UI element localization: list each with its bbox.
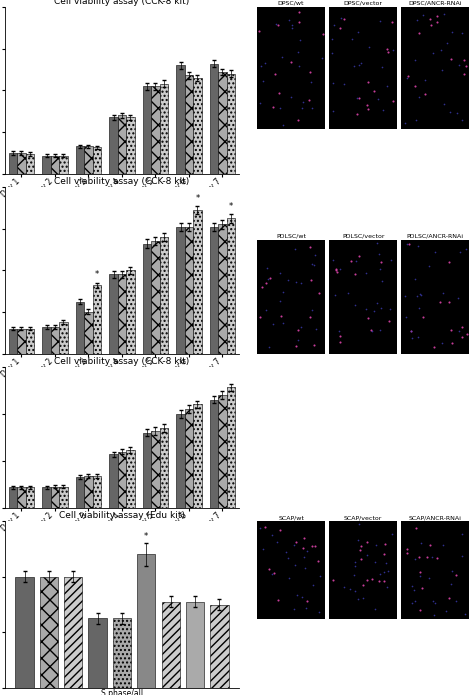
Bar (160, 84, 168, 174)
Bar (76, 147, 84, 174)
Bar (193, 210, 201, 354)
Bar (210, 605, 228, 688)
Bar (193, 78, 201, 174)
Text: (a): (a) (89, 247, 99, 256)
Bar (51, 327, 59, 354)
Bar (51, 156, 59, 174)
Title: SCAP/vector: SCAP/vector (344, 515, 383, 520)
Bar (84, 312, 93, 354)
Title: PDLSC/wt: PDLSC/wt (276, 234, 306, 238)
Text: (d): (d) (341, 101, 351, 110)
Bar (193, 404, 201, 508)
Bar (26, 329, 34, 354)
Bar (143, 433, 151, 508)
Bar (126, 450, 135, 508)
Bar (151, 241, 160, 354)
Bar (185, 227, 193, 354)
Bar (126, 117, 135, 174)
Bar (76, 302, 84, 354)
X-axis label: S phase/all: S phase/all (101, 689, 143, 695)
Bar (151, 431, 160, 508)
Bar (219, 72, 227, 174)
Bar (185, 75, 193, 174)
Text: *: * (195, 194, 200, 203)
Text: *: * (229, 202, 233, 211)
Bar (18, 329, 26, 354)
Bar (40, 577, 58, 688)
Bar (43, 487, 51, 508)
Text: (e): (e) (341, 271, 351, 280)
Bar (109, 117, 118, 174)
Bar (89, 619, 107, 688)
Bar (210, 400, 219, 508)
Legend: SCAP/wt, SCAP/ANCR-RNAi, SCAP/vector: SCAP/wt, SCAP/ANCR-RNAi, SCAP/vector (5, 554, 135, 575)
Bar (109, 455, 118, 508)
Bar (219, 395, 227, 508)
Bar (160, 428, 168, 508)
Title: DPSC/vector: DPSC/vector (344, 1, 383, 6)
Bar (9, 487, 18, 508)
Title: Cell viability assay (CCK-8 kit): Cell viability assay (CCK-8 kit) (55, 357, 190, 366)
Bar (185, 409, 193, 508)
Bar (109, 275, 118, 354)
Bar (9, 153, 18, 174)
Title: DPSC/wt: DPSC/wt (278, 1, 304, 6)
Title: DPSC/ANCR-RNAi: DPSC/ANCR-RNAi (409, 1, 462, 6)
Text: (b): (b) (89, 427, 99, 436)
Text: *: * (144, 532, 148, 541)
Bar (137, 555, 155, 688)
Bar (210, 227, 219, 354)
Bar (15, 577, 34, 688)
Bar (219, 224, 227, 354)
Text: (f): (f) (342, 605, 350, 614)
Bar (151, 86, 160, 174)
Bar (93, 147, 101, 174)
Bar (26, 154, 34, 174)
Bar (93, 476, 101, 508)
Bar (9, 329, 18, 354)
Title: Cell viability assay (Edu kit): Cell viability assay (Edu kit) (59, 512, 185, 521)
Bar (143, 243, 151, 354)
Bar (176, 414, 185, 508)
Bar (118, 115, 126, 174)
Bar (51, 486, 59, 508)
Title: Cell viability assay (CCK-8 kit): Cell viability assay (CCK-8 kit) (55, 177, 190, 186)
Bar (143, 86, 151, 174)
Bar (64, 577, 82, 688)
Bar (26, 487, 34, 508)
Title: SCAP/ANCR-RNAi: SCAP/ANCR-RNAi (409, 515, 462, 520)
Bar (59, 486, 68, 508)
Title: PDLSC/ANCR-RNAi: PDLSC/ANCR-RNAi (407, 234, 464, 238)
Bar (227, 218, 235, 354)
Legend: PDLSC/wt, PDLSC/ANCR-RNAi, PDLSC/vector: PDLSC/wt, PDLSC/ANCR-RNAi, PDLSC/vector (5, 404, 144, 425)
Bar (126, 270, 135, 354)
Bar (93, 285, 101, 354)
Bar (186, 602, 204, 688)
Bar (118, 452, 126, 508)
Bar (227, 387, 235, 508)
Text: *: * (95, 270, 99, 279)
Title: SCAP/wt: SCAP/wt (278, 515, 304, 520)
Bar (160, 237, 168, 354)
Text: (c): (c) (89, 572, 99, 581)
Bar (18, 153, 26, 174)
Bar (210, 64, 219, 174)
Title: PDLSC/vector: PDLSC/vector (342, 234, 384, 238)
Bar (118, 275, 126, 354)
Title: Cell viability assay (CCK-8 kit): Cell viability assay (CCK-8 kit) (55, 0, 190, 6)
Bar (84, 476, 93, 508)
Bar (43, 327, 51, 354)
Bar (176, 227, 185, 354)
Bar (43, 156, 51, 174)
Bar (113, 619, 131, 688)
Legend: DPSC/wt, DPSC/ANCR-RNAi, DPSC/vector: DPSC/wt, DPSC/ANCR-RNAi, DPSC/vector (5, 224, 137, 245)
Bar (162, 602, 180, 688)
Bar (227, 74, 235, 174)
Bar (59, 322, 68, 354)
Bar (176, 65, 185, 174)
Bar (59, 156, 68, 174)
Bar (18, 487, 26, 508)
Bar (84, 147, 93, 174)
Bar (76, 477, 84, 508)
